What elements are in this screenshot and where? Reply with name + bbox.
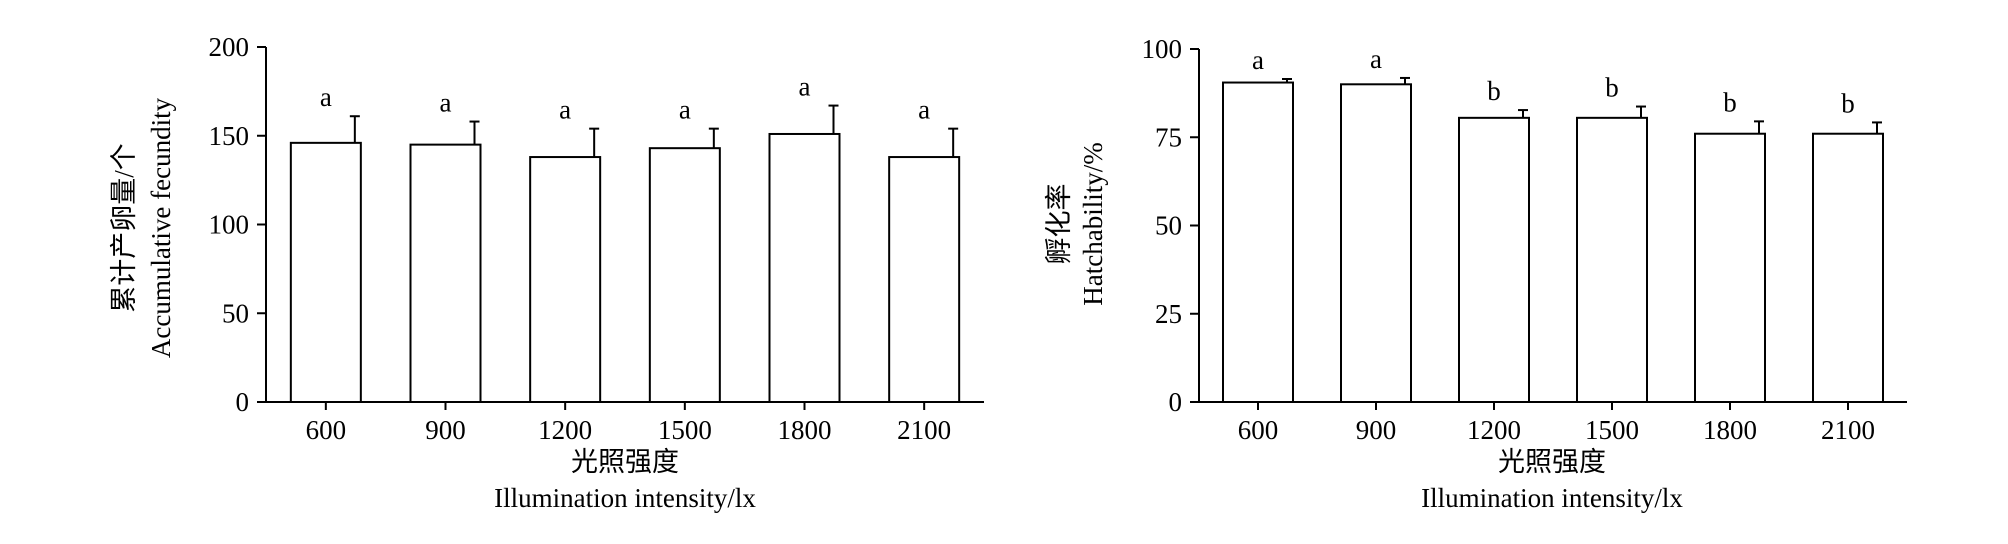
- x-tick-label-1800: 1800: [1703, 415, 1757, 445]
- y-tick-label-25: 25: [1155, 299, 1182, 329]
- y-tick-label-50: 50: [222, 298, 249, 328]
- x-tick-label-1800: 1800: [778, 415, 832, 445]
- bar-1800: [768, 132, 841, 403]
- x-tick-label-1500: 1500: [1585, 415, 1639, 445]
- y-tick-label-0: 0: [236, 387, 250, 417]
- y-tick-label-50: 50: [1155, 211, 1182, 241]
- x-tick-label-900: 900: [425, 415, 466, 445]
- x-axis-label-en: Illumination intensity/lx: [494, 483, 756, 513]
- x-tick-label-1500: 1500: [658, 415, 712, 445]
- bar-600: [289, 141, 362, 403]
- y-tick-label-100: 100: [209, 210, 250, 240]
- x-tick-label-600: 600: [1238, 415, 1279, 445]
- y-tick-label-200: 200: [209, 32, 250, 62]
- significance-label-1200: b: [1487, 76, 1501, 106]
- x-tick-label-2100: 2100: [1821, 415, 1875, 445]
- x-axis-label-en: Illumination intensity/lx: [1421, 483, 1683, 513]
- y-tick-label-100: 100: [1142, 34, 1183, 64]
- significance-label-900: a: [440, 88, 452, 118]
- bar-900: [409, 143, 482, 403]
- y-axis-label-en: Accumulative fecundity: [146, 97, 176, 358]
- y-axis-label-cn: 孵化率: [1044, 184, 1074, 265]
- x-tick-label-1200: 1200: [1467, 415, 1521, 445]
- bar-1500: [1576, 116, 1648, 404]
- hatchability-chart: a ab b b b 600 900 1200 1500 1800 21000255075100 …: [1044, 34, 1907, 513]
- y-tick-label-0: 0: [1169, 387, 1183, 417]
- y-tick-label-75: 75: [1155, 122, 1182, 152]
- significance-label-600: a: [320, 82, 332, 112]
- x-tick-label-900: 900: [1356, 415, 1397, 445]
- bar-1200: [529, 156, 602, 403]
- bar-2100: [1812, 132, 1884, 403]
- bar-1800: [1694, 132, 1766, 403]
- bar-600: [1222, 81, 1294, 403]
- x-axis-label-cn: 光照强度: [571, 447, 679, 477]
- significance-label-1800: b: [1723, 87, 1737, 117]
- y-axis-label-cn: 累计产卵量/个: [109, 143, 139, 313]
- y-axis-label-en: Hatchability/%: [1078, 142, 1108, 305]
- significance-label-600: a: [1252, 45, 1264, 75]
- x-tick-label-2100: 2100: [897, 415, 951, 445]
- y-tick-label-150: 150: [209, 121, 250, 151]
- significance-label-1500: b: [1605, 73, 1619, 103]
- significance-label-1800: a: [799, 72, 811, 102]
- significance-label-2100: a: [918, 95, 930, 125]
- fecundity-chart: a a a a a a 600 900 1200 1500 1800 2100 0 50 100 150 20…: [109, 32, 984, 513]
- x-tick-label-1200: 1200: [538, 415, 592, 445]
- significance-label-1500: a: [679, 95, 691, 125]
- significance-label-2100: b: [1841, 88, 1855, 118]
- bar-1500: [648, 147, 721, 403]
- bar-1200: [1458, 116, 1530, 404]
- bar-2100: [888, 156, 961, 403]
- significance-label-1200: a: [559, 95, 571, 125]
- x-axis-label-cn: 光照强度: [1498, 447, 1606, 477]
- x-tick-label-600: 600: [306, 415, 347, 445]
- bar-900: [1340, 83, 1412, 404]
- significance-label-900: a: [1370, 44, 1382, 74]
